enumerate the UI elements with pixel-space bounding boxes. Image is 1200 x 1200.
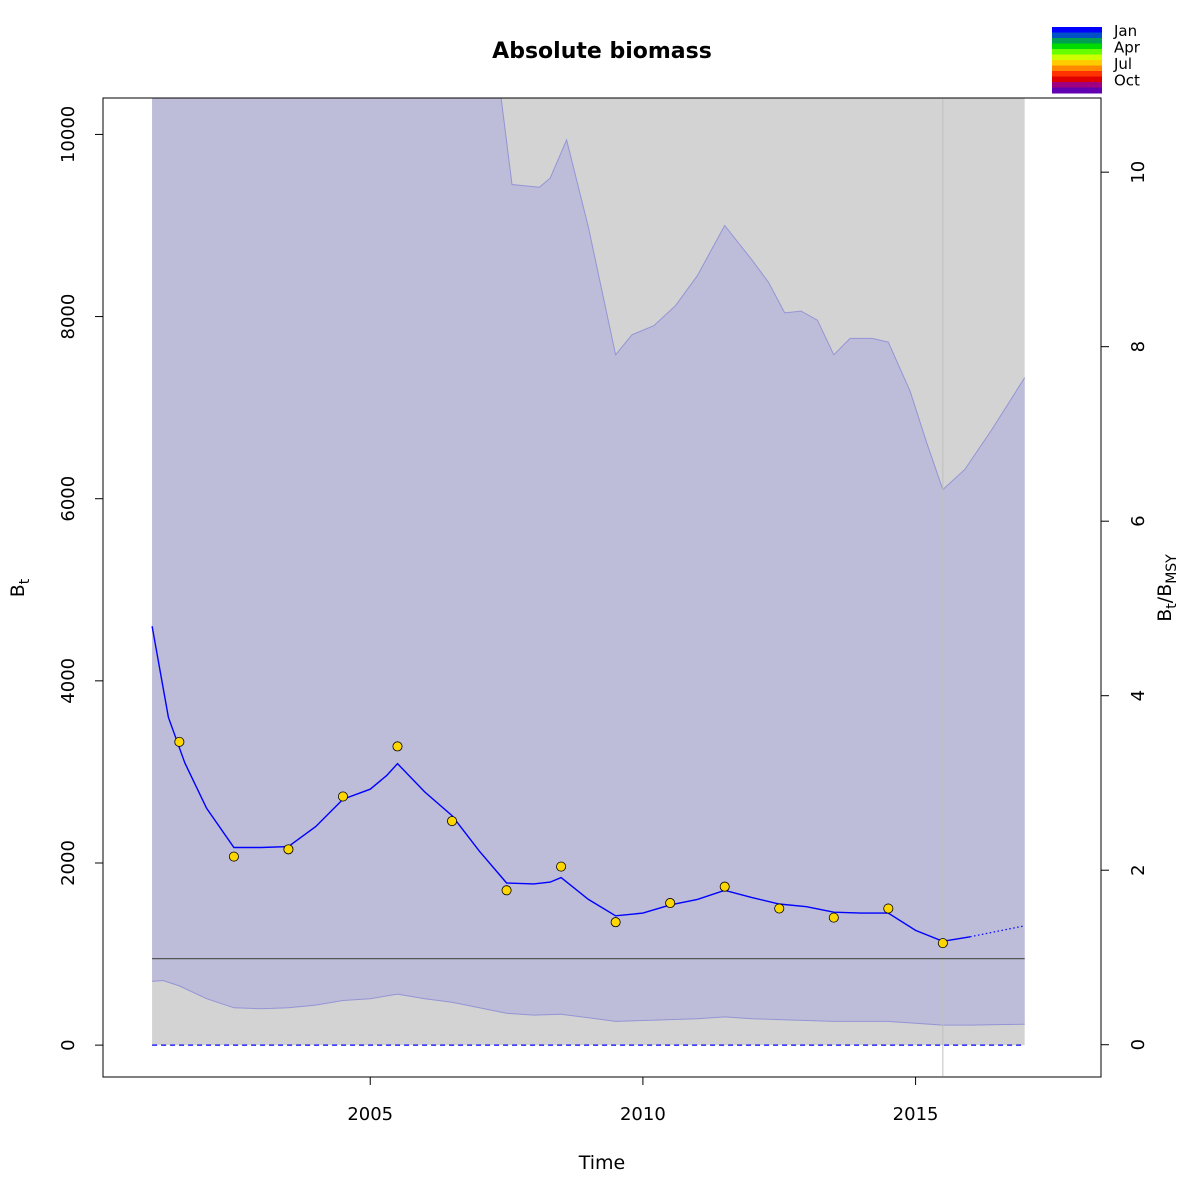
observation-point — [937, 938, 948, 949]
y2-axis-label-t: t — [1164, 603, 1180, 609]
observation-point — [610, 917, 621, 928]
legend-color-swatch — [1052, 27, 1102, 33]
observation-point — [883, 903, 894, 914]
x-axis-label: Time — [578, 1152, 626, 1174]
y2-tick-label: 10 — [1128, 161, 1149, 184]
y-axis-right: 0 2 4 6 8 10 — [1101, 161, 1149, 1050]
y-axis-label: Bt — [7, 578, 33, 597]
legend-label: Oct — [1114, 72, 1140, 90]
observation-point — [774, 903, 785, 914]
legend-color-swatch — [1052, 54, 1102, 61]
legend-label: Jul — [1113, 55, 1132, 73]
observation-point — [665, 898, 676, 909]
legend-label: Jan — [1113, 22, 1137, 40]
legend-label: Apr — [1114, 39, 1141, 57]
observation-point — [174, 736, 185, 747]
observation-point — [447, 816, 458, 827]
x-tick-label: 2015 — [893, 1104, 939, 1125]
observation-point — [392, 741, 403, 752]
x-axis: 2005 2010 2015 — [347, 1077, 938, 1125]
observation-point — [337, 791, 348, 802]
legend-color-swatch — [1052, 65, 1102, 72]
observation-point — [719, 881, 730, 892]
y2-tick-label: 2 — [1128, 864, 1149, 875]
legend-color-swatch — [1052, 38, 1102, 44]
y2-axis-label-msy: MSY — [1164, 554, 1180, 584]
x-tick-label: 2005 — [347, 1104, 393, 1125]
plot-frame — [102, 97, 1102, 1078]
ci-lower-line — [152, 979, 1025, 1026]
biomass-estimate-line — [151, 626, 971, 943]
y2-axis-label-b: B — [1154, 609, 1176, 622]
legend-color-swatch — [1052, 76, 1102, 83]
chart-title: Absolute biomass — [492, 39, 712, 64]
legend-color-swatch — [1052, 60, 1102, 66]
confidence-band — [152, 98, 1025, 1026]
y-axis-label-main: B — [7, 584, 29, 597]
y2-axis-label-slash: /B — [1154, 584, 1176, 603]
legend-color-swatch — [1052, 87, 1102, 94]
y-tick-label: 2000 — [58, 840, 79, 886]
observation-point — [283, 844, 294, 855]
y-axis-left: 0 2000 4000 6000 8000 10000 — [58, 106, 103, 1051]
biomass-prediction-line — [969, 925, 1025, 938]
y-tick-label: 6000 — [58, 476, 79, 522]
y2-axis-label: Bt/BMSY — [1154, 554, 1180, 622]
plot-area — [151, 97, 1026, 1076]
y2-tick-label: 4 — [1128, 690, 1149, 701]
legend-color-swatch — [1052, 71, 1102, 77]
y-tick-label: 4000 — [58, 658, 79, 704]
observation-point — [501, 885, 512, 896]
observation-point — [828, 912, 839, 923]
y-axis-label-sub: t — [17, 578, 33, 584]
observation-point — [228, 851, 239, 862]
y2-tick-label: 8 — [1128, 341, 1149, 352]
y2-tick-label: 0 — [1128, 1039, 1149, 1050]
y-tick-label: 8000 — [58, 294, 79, 340]
legend-color-swatch — [1052, 82, 1102, 88]
legend-color-swatch — [1052, 43, 1102, 50]
y-tick-label: 10000 — [58, 106, 79, 163]
legend-color-swatch — [1052, 49, 1102, 55]
observation-point — [556, 861, 567, 872]
ci-upper-line — [152, 97, 1026, 491]
x-tick-label: 2010 — [620, 1104, 666, 1125]
y2-tick-label: 6 — [1128, 515, 1149, 526]
legend-color-swatch — [1052, 32, 1102, 39]
y-tick-label: 0 — [58, 1039, 79, 1050]
